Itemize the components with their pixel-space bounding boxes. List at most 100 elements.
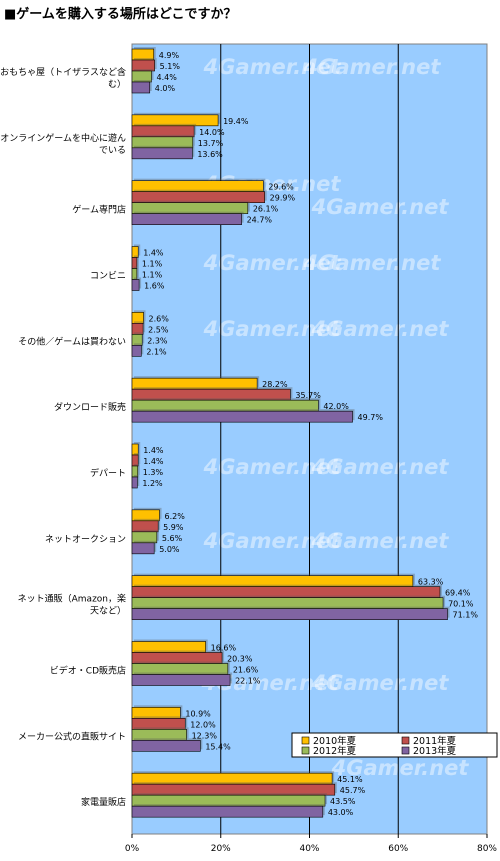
- value-label: 63.3%: [418, 578, 444, 587]
- legend-label: 2010年夏: [313, 735, 357, 747]
- value-label: 2.5%: [148, 325, 169, 334]
- watermark-text: 4Gamer.net: [311, 671, 450, 695]
- value-label: 19.4%: [223, 117, 249, 126]
- watermark-text: 4Gamer.net: [203, 455, 342, 479]
- value-label: 70.1%: [448, 600, 474, 609]
- value-label: 16.6%: [211, 644, 237, 653]
- bar: [131, 213, 242, 225]
- value-label: 43.0%: [328, 808, 354, 817]
- value-label: 1.6%: [144, 282, 165, 291]
- value-label: 2.1%: [146, 347, 167, 356]
- value-label: 14.0%: [199, 128, 225, 137]
- value-label: 2.6%: [149, 314, 170, 323]
- tick-label: 80%: [477, 844, 497, 854]
- legend-swatch: [301, 736, 310, 745]
- category-label: おもちゃ屋（トイザラスなど含: [0, 66, 126, 78]
- category-label: ビデオ・CD販売店: [50, 664, 126, 676]
- bar: [131, 81, 151, 94]
- value-label: 71.1%: [453, 611, 479, 620]
- value-label: 26.1%: [253, 205, 279, 214]
- value-label: 20.3%: [227, 655, 253, 664]
- value-label: 6.2%: [165, 512, 186, 521]
- value-label: 5.6%: [162, 534, 183, 543]
- bar: [131, 476, 138, 489]
- value-label: 24.7%: [247, 216, 273, 225]
- value-label: 4.0%: [155, 84, 176, 93]
- value-label: 69.4%: [445, 589, 471, 598]
- watermark-text: 4Gamer.net: [331, 756, 470, 780]
- tick-label: 40%: [299, 844, 319, 854]
- value-label: 35.7%: [295, 391, 321, 400]
- value-label: 22.1%: [235, 677, 261, 686]
- watermark-text: 4Gamer.net: [203, 55, 342, 79]
- category-label: む）: [108, 79, 126, 90]
- value-label: 12.3%: [192, 731, 218, 740]
- legend-swatch: [301, 746, 310, 755]
- bar: [131, 345, 142, 357]
- value-label: 1.4%: [143, 457, 164, 466]
- category-label: ダウンロード販売: [54, 401, 126, 413]
- value-label: 5.0%: [159, 545, 180, 554]
- watermark-text: 4Gamer.net: [203, 317, 342, 341]
- value-labels: 4.9% 5.1% 4.4% 4.0% 19.4% 14.0% 13.7% 13.6% 29.6…: [142, 51, 478, 817]
- bar: [131, 674, 231, 686]
- value-label: 13.6%: [197, 150, 223, 159]
- value-label: 28.2%: [262, 380, 288, 389]
- value-label: 5.9%: [163, 523, 184, 532]
- value-label: 29.6%: [268, 183, 294, 192]
- legend-label: 2011年夏: [413, 735, 457, 747]
- category-label: オンラインゲームを中心に遊ん: [0, 132, 126, 144]
- gridlines: [220, 44, 399, 834]
- bar: [131, 542, 155, 555]
- value-label: 49.7%: [358, 413, 384, 422]
- chart-title: ■ゲームを購入する場所はどこですか？: [4, 7, 237, 22]
- value-label: 15.4%: [205, 742, 231, 751]
- value-label: 4.4%: [157, 73, 178, 82]
- category-label: メーカー公式の直販サイト: [18, 730, 126, 742]
- tick-label: 0%: [125, 844, 140, 854]
- category-label: その他／ゲームは買わない: [18, 335, 126, 347]
- legend-swatch: [401, 736, 410, 745]
- value-label: 1.2%: [142, 479, 163, 488]
- bar: [131, 147, 193, 160]
- value-label: 12.0%: [190, 720, 216, 729]
- legend-label: 2013年夏: [413, 745, 457, 757]
- legend-label: 2012年夏: [313, 745, 357, 757]
- category-label: コンビニ: [90, 270, 126, 281]
- bars: [131, 47, 450, 818]
- x-axis-ticks: 0% 20% 40% 60% 80%: [125, 834, 497, 854]
- value-label: 1.4%: [143, 446, 164, 455]
- value-label: 45.1%: [337, 775, 363, 784]
- value-label: 29.9%: [270, 194, 296, 203]
- category-label: 家電量販店: [81, 796, 126, 808]
- watermark-text: 4Gamer.net: [303, 251, 442, 275]
- legend-swatch: [401, 746, 410, 755]
- tick-label: 60%: [388, 844, 408, 854]
- value-label: 21.6%: [233, 666, 259, 675]
- value-label: 42.0%: [323, 402, 349, 411]
- value-label: 1.1%: [142, 271, 163, 280]
- watermark-text: 4Gamer.net: [203, 251, 342, 275]
- category-label: ネットオークション: [45, 534, 126, 545]
- watermark-text: 4Gamer.net: [311, 529, 450, 553]
- bar: [131, 805, 324, 818]
- bar: [131, 410, 353, 423]
- value-label: 5.1%: [160, 62, 181, 71]
- watermark-text: 4Gamer.net: [203, 529, 342, 553]
- value-label: 2.3%: [147, 336, 168, 345]
- category-label: デパート: [90, 467, 126, 479]
- value-label: 43.5%: [330, 797, 356, 806]
- value-label: 4.9%: [159, 51, 180, 60]
- watermark-text: 4Gamer.net: [303, 55, 442, 79]
- value-label: 1.3%: [143, 468, 164, 477]
- category-label: ゲーム専門店: [72, 204, 126, 216]
- bar: [131, 279, 140, 291]
- category-label: ネット通販（Amazon，楽: [18, 593, 126, 605]
- watermark-text: 4Gamer.net: [311, 317, 450, 341]
- watermark-text: 4Gamer.net: [311, 195, 450, 219]
- watermark-text: 4Gamer.net: [311, 455, 450, 479]
- bar: [131, 608, 448, 620]
- legend-box: [291, 732, 498, 758]
- bar: [131, 740, 201, 752]
